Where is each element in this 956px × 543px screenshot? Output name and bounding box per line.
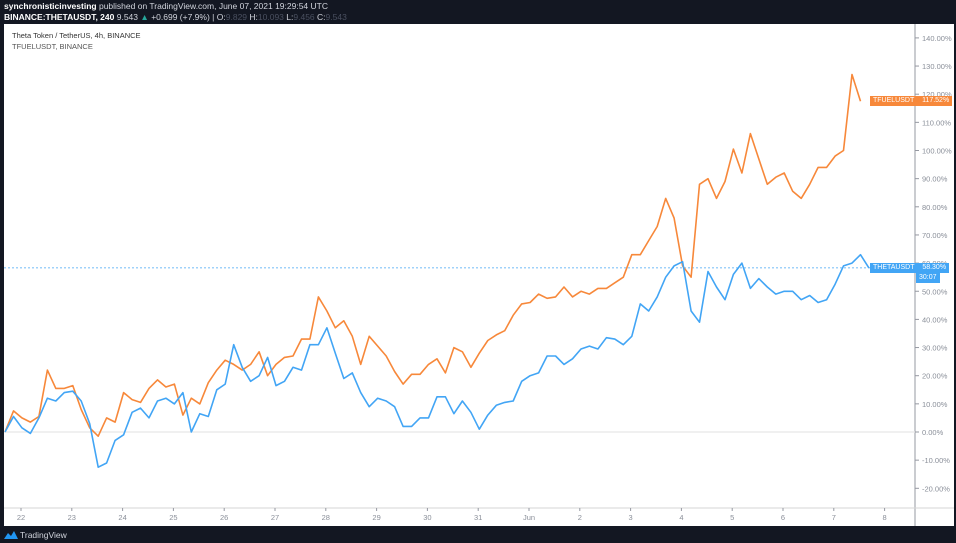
y-tick-label: 30.00% [922,344,948,353]
theta-countdown-badge: 30:07 [916,272,940,283]
x-tick-label: 3 [629,513,633,522]
line-chart[interactable]: 140.00% 130.00% 120.00% 110.00% 100.00% 90.00… [4,24,954,526]
chart-legend: Theta Token / TetherUS, 4h, BINANCE TFUE… [12,30,141,52]
low-label: L: [286,12,294,22]
tfuel-badge-name: TFUELUSDT [873,97,915,105]
x-tick-label: 7 [832,513,836,522]
chart-header: synchronisticinvesting published on Trad… [0,0,956,24]
x-tick-label: Jun [523,513,535,522]
close-label: C: [317,12,326,22]
high-value: 10.093 [257,12,284,22]
x-tick-label: 29 [372,513,380,522]
y-tick-label: 110.00% [922,118,951,127]
tradingview-logo-icon [4,531,18,539]
open-label: O: [216,12,226,22]
legend-main-series[interactable]: Theta Token / TetherUS, 4h, BINANCE [12,31,141,40]
symbol-info: BINANCE:THETAUSDT, 240 9.543 ▲ +0.699 (+… [4,12,347,22]
published-text: published on TradingView.com, June 07, 2… [98,1,328,11]
y-tick-label: 120.00% [922,90,952,99]
y-tick-label: -20.00% [922,484,950,493]
x-tick-label: 31 [474,513,482,522]
low-value: 9.456 [293,12,315,22]
open-value: 9.829 [225,12,248,22]
x-tick-label: 6 [781,513,785,522]
symbol-label: BINANCE:THETAUSDT, 240 [4,12,115,22]
brand-name[interactable]: TradingView [20,530,67,540]
thetausdt-line[interactable] [4,253,870,469]
y-tick-label: 100.00% [922,147,952,156]
x-tick-label: 4 [679,513,683,522]
y-tick-label: 10.00% [922,400,948,409]
theta-badge-value: 58.30% [922,263,947,271]
footer: TradingView [0,526,956,543]
publish-info: synchronisticinvesting published on Trad… [4,1,328,11]
y-tick-label: -10.00% [922,456,950,465]
x-tick-label: 22 [17,513,25,522]
y-tick-label: 0.00% [922,428,944,437]
last-price: 9.543 [116,12,139,22]
y-tick-label: 80.00% [922,203,948,212]
x-tick-label: 2 [578,513,582,522]
tfuelusdt-line[interactable] [4,73,862,438]
y-tick-label: 140.00% [922,34,952,43]
x-tick-label: 8 [883,513,887,522]
x-tick-label: 27 [271,513,279,522]
x-tick-label: 23 [68,513,76,522]
tfuel-price-badge: TFUELUSDT 117.52% [870,96,953,107]
y-tick-label: 70.00% [922,231,948,240]
high-label: H: [249,12,258,22]
theta-badge-name: THETAUSDT [873,263,915,271]
x-tick-label: 28 [322,513,330,522]
x-tick-label: 30 [423,513,431,522]
y-tick-label: 50.00% [922,287,948,296]
up-arrow-icon: ▲ [140,12,149,22]
legend-compare-series[interactable]: TFUELUSDT, BINANCE [12,42,93,51]
y-tick-label: 90.00% [922,175,948,184]
y-tick-label: 20.00% [922,372,948,381]
countdown-text: 30:07 [919,273,937,281]
chart-area[interactable]: 140.00% 130.00% 120.00% 110.00% 100.00% 90.00… [4,24,954,526]
x-tick-label: 24 [118,513,126,522]
x-tick-label: 25 [169,513,177,522]
y-tick-label: 40.00% [922,315,948,324]
theta-price-badge: THETAUSDT 58.30% [870,262,950,273]
tfuel-badge-value: 117.52% [922,97,950,105]
close-value: 9.543 [325,12,347,22]
publisher-name[interactable]: synchronisticinvesting [4,1,97,11]
y-tick-label: 130.00% [922,62,952,71]
price-change: +0.699 (+7.9%) [151,12,210,22]
x-tick-label: 5 [730,513,734,522]
x-tick-label: 26 [220,513,228,522]
